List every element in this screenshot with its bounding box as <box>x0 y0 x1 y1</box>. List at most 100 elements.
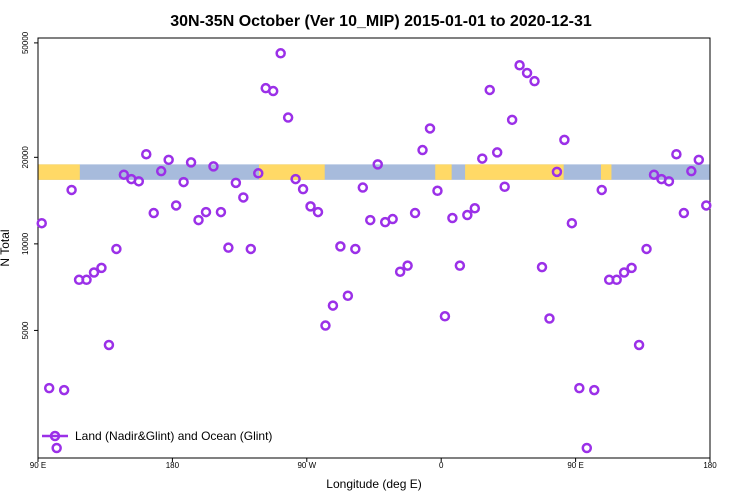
x-tick-label: 180 <box>703 461 717 470</box>
data-point <box>305 201 316 212</box>
legend-label: Land (Nadir&Glint) and Ocean (Glint) <box>75 429 272 443</box>
data-point <box>536 261 548 273</box>
data-point <box>462 209 473 221</box>
data-point <box>51 442 62 454</box>
data-point <box>238 192 249 203</box>
data-point <box>297 183 309 195</box>
x-tick-label: 180 <box>166 461 180 470</box>
band-land-segment <box>38 164 80 180</box>
x-axis-label: Longitude (deg E) <box>326 477 421 491</box>
data-point <box>141 148 152 160</box>
data-point <box>499 181 510 193</box>
data-point <box>596 184 607 196</box>
data-point <box>394 266 406 277</box>
band-land-segment <box>465 164 564 180</box>
data-point <box>365 214 376 226</box>
data-point <box>342 290 354 302</box>
data-point <box>417 144 428 156</box>
band-land-segment <box>435 164 452 180</box>
data-point <box>678 207 690 219</box>
data-point <box>424 123 436 134</box>
data-point <box>469 203 481 214</box>
data-point <box>200 206 212 218</box>
data-point <box>208 161 219 172</box>
data-point <box>409 207 421 219</box>
data-point <box>477 153 488 164</box>
data-point <box>581 442 593 454</box>
y-tick-label: 20000 <box>21 146 30 169</box>
data-point <box>693 154 705 166</box>
data-point <box>544 313 555 324</box>
x-axis: 90 E 180 90 W 0 90 E 180 <box>30 458 717 470</box>
data-point <box>611 274 622 286</box>
data-point <box>618 267 630 278</box>
data-point <box>447 212 458 224</box>
data-point <box>633 339 645 351</box>
data-point <box>454 260 466 271</box>
data-point <box>81 274 92 286</box>
data-point <box>267 85 279 97</box>
data-point <box>58 384 70 396</box>
data-point <box>193 214 204 226</box>
data-point <box>43 382 55 394</box>
x-tick-label: 90 W <box>297 461 316 470</box>
data-point <box>506 114 518 126</box>
legend: Land (Nadir&Glint) and Ocean (Glint) <box>42 429 272 443</box>
data-point <box>215 206 227 218</box>
data-point <box>335 241 346 252</box>
band-land-segment <box>600 164 612 180</box>
data-point <box>111 243 122 255</box>
y-axis-label: N Total <box>0 229 12 266</box>
y-tick-label: 50000 <box>21 31 30 54</box>
data-point <box>185 157 197 168</box>
data-point <box>66 184 77 196</box>
data-point <box>432 185 443 197</box>
data-point <box>626 262 637 274</box>
data-point <box>387 213 398 225</box>
data-point <box>439 311 451 322</box>
plot-frame <box>37 37 711 459</box>
data-point <box>178 176 189 188</box>
data-point <box>253 168 264 179</box>
data-point <box>96 262 107 274</box>
data-point <box>170 200 182 211</box>
data-point <box>133 176 145 187</box>
band-land-segment <box>259 164 325 180</box>
x-tick-label: 90 E <box>567 461 583 470</box>
chart-title: 30N-35N October (Ver 10_MIP) 2015-01-01 … <box>170 13 592 30</box>
surface-band <box>38 164 710 180</box>
data-point <box>701 200 712 211</box>
data-point <box>551 166 563 178</box>
data-point <box>290 173 301 185</box>
data-point <box>559 134 570 146</box>
data-point <box>350 243 361 255</box>
data-point <box>36 217 47 229</box>
data-point <box>663 176 675 187</box>
data-point <box>566 217 578 229</box>
data-point <box>686 165 697 177</box>
data-point <box>103 339 115 351</box>
x-tick-label: 0 <box>439 461 444 470</box>
data-point <box>484 84 495 96</box>
data-point <box>671 148 682 160</box>
data-point <box>223 242 234 253</box>
data-point <box>275 48 286 59</box>
data-points <box>36 48 712 454</box>
data-point <box>230 177 242 189</box>
data-point <box>327 300 339 311</box>
data-point <box>357 182 369 193</box>
x-tick-label: 90 E <box>30 461 46 470</box>
data-point <box>491 147 503 158</box>
data-point <box>372 159 383 170</box>
data-point <box>589 384 600 396</box>
data-point <box>282 112 294 123</box>
data-point <box>529 75 540 87</box>
y-axis: 5000 10000 20000 50000 <box>21 31 38 339</box>
data-point <box>641 243 652 255</box>
data-point <box>148 207 159 219</box>
data-point <box>514 60 525 71</box>
data-point <box>88 267 100 278</box>
data-point <box>312 206 324 218</box>
data-point <box>574 382 585 394</box>
